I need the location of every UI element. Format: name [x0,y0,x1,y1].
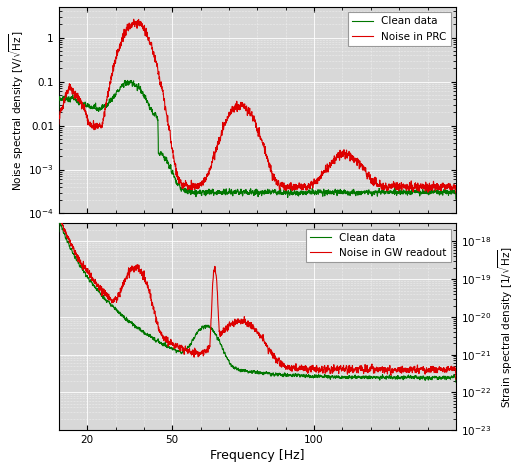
Noise in GW readout [101,292,108,297]
Clean data [402,189,409,195]
Clean data [226,190,232,196]
Clean data [56,106,62,112]
Line: Clean data: Clean data [59,80,456,199]
Clean data [445,375,452,381]
Noise in GW readout [453,377,459,382]
Noise in GW readout [56,217,62,223]
Clean data [125,78,131,84]
Noise in PRC [130,16,137,22]
Clean data [208,325,215,331]
Line: Clean data: Clean data [59,219,456,382]
Noise in PRC [125,23,131,28]
Noise in PRC [453,190,459,196]
Clean data [453,196,459,202]
Y-axis label: Strain spectral density [1/$\sqrt{\rm Hz}$]: Strain spectral density [1/$\sqrt{\rm Hz… [496,246,515,408]
Y-axis label: Noise spectral density [V/$\sqrt{\rm Hz}$]: Noise spectral density [V/$\sqrt{\rm Hz}… [7,30,26,190]
Clean data [226,357,232,363]
Clean data [56,229,62,234]
Noise in GW readout [402,368,409,373]
Clean data [56,217,62,222]
Clean data [101,296,108,302]
Line: Noise in GW readout: Noise in GW readout [59,213,456,379]
Clean data [125,318,131,323]
Noise in PRC [208,165,215,171]
Clean data [445,189,452,195]
Noise in PRC [402,184,409,190]
Clean data [453,379,459,385]
Clean data [124,77,130,83]
Noise in PRC [445,184,452,189]
Noise in GW readout [125,272,131,278]
Legend: Clean data, Noise in PRC: Clean data, Noise in PRC [348,12,450,45]
Noise in PRC [56,121,62,127]
Legend: Clean data, Noise in GW readout: Clean data, Noise in GW readout [306,229,450,262]
Clean data [101,102,107,108]
Clean data [208,191,215,197]
Line: Noise in PRC: Noise in PRC [59,19,456,193]
Noise in GW readout [226,327,232,333]
Noise in PRC [101,110,107,116]
Noise in GW readout [445,365,452,371]
Noise in GW readout [208,316,215,321]
Noise in GW readout [56,210,62,216]
X-axis label: Frequency [Hz]: Frequency [Hz] [210,449,304,462]
Noise in PRC [226,114,232,120]
Clean data [402,374,409,379]
